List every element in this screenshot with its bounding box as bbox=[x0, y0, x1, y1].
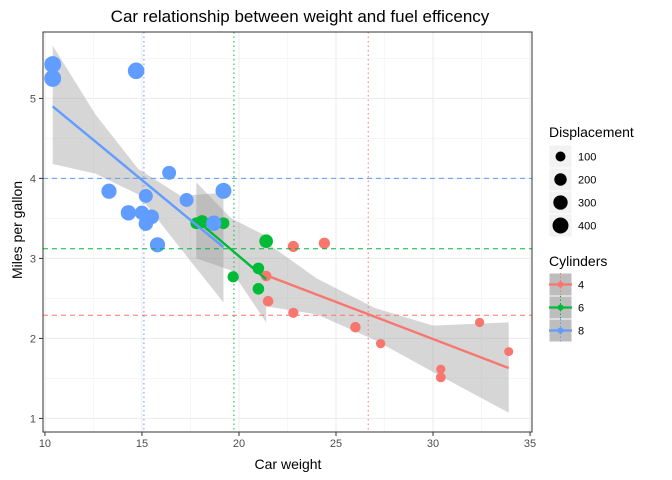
data-point-4 bbox=[287, 240, 299, 252]
legend-size-key bbox=[553, 195, 568, 210]
legend-title-cylinders: Cylinders bbox=[549, 253, 607, 269]
data-point-6 bbox=[259, 234, 273, 249]
data-point-4 bbox=[504, 347, 514, 357]
y-axis-label: Miles per gallon bbox=[9, 181, 25, 279]
data-point-4 bbox=[288, 307, 299, 318]
data-point-8 bbox=[138, 189, 153, 203]
legend-color-key bbox=[557, 304, 564, 311]
data-point-4 bbox=[350, 321, 361, 333]
x-tick-label: 20 bbox=[233, 438, 245, 450]
legend-color-key bbox=[557, 281, 564, 288]
legend-size-label: 300 bbox=[578, 198, 596, 210]
data-point-6 bbox=[227, 271, 239, 283]
data-point-4 bbox=[436, 364, 446, 374]
data-point-6 bbox=[252, 283, 265, 295]
data-point-4 bbox=[474, 317, 485, 328]
data-point-4 bbox=[262, 295, 274, 307]
data-point-8 bbox=[149, 237, 166, 253]
legend-color-key bbox=[557, 327, 564, 334]
data-point-8 bbox=[179, 193, 194, 207]
data-point-8 bbox=[138, 216, 154, 231]
y-tick-label: 5 bbox=[30, 93, 36, 105]
y-tick-label: 1 bbox=[30, 413, 36, 425]
data-point-8 bbox=[162, 165, 177, 180]
legend-title-displacement: Displacement bbox=[549, 124, 634, 140]
fit-line-8 bbox=[51, 105, 225, 249]
panel-border bbox=[42, 31, 533, 433]
data-point-8 bbox=[120, 205, 137, 221]
fit-line-6 bbox=[195, 219, 267, 281]
data-point-4 bbox=[318, 237, 330, 249]
legend-size-key bbox=[552, 217, 569, 234]
y-tick-label: 2 bbox=[30, 333, 36, 345]
chart-title: Car relationship between weight and fuel… bbox=[111, 7, 490, 26]
plot-panel: 10 15 20 25 30 35 1 2 3 4 5 bbox=[30, 31, 536, 450]
legend-color-label: 6 bbox=[578, 303, 584, 315]
legend-size-label: 100 bbox=[578, 152, 596, 164]
y-tick-label: 3 bbox=[30, 253, 36, 265]
x-tick-label: 25 bbox=[330, 438, 342, 450]
legend: Displacement 100 200 300 400 Cylinders 4 6 8 bbox=[548, 124, 634, 343]
legend-size-key bbox=[554, 173, 567, 186]
data-point-8 bbox=[215, 182, 232, 199]
fit-line-4 bbox=[265, 274, 510, 370]
legend-size-key bbox=[555, 151, 566, 162]
confidence-band-8 bbox=[52, 45, 224, 303]
data-point-8 bbox=[101, 183, 117, 199]
legend-size-label: 200 bbox=[578, 175, 596, 187]
y-tick-label: 4 bbox=[30, 173, 36, 185]
data-point-8 bbox=[44, 56, 62, 73]
legend-color-label: 8 bbox=[578, 326, 584, 338]
data-point-8 bbox=[206, 215, 222, 231]
data-point-4 bbox=[375, 338, 386, 349]
x-tick-label: 15 bbox=[136, 438, 148, 450]
x-tick-label: 10 bbox=[39, 438, 51, 450]
legend-size-label: 400 bbox=[578, 221, 596, 233]
data-point-8 bbox=[134, 205, 150, 220]
data-point-8 bbox=[127, 62, 145, 80]
legend-color-label: 4 bbox=[578, 280, 584, 292]
data-point-4 bbox=[435, 372, 446, 383]
x-tick-label: 35 bbox=[524, 438, 536, 450]
confidence-band-4 bbox=[266, 242, 509, 413]
x-axis-label: Car weight bbox=[255, 456, 322, 472]
data-point-8 bbox=[44, 69, 62, 87]
x-tick-label: 30 bbox=[427, 438, 439, 450]
